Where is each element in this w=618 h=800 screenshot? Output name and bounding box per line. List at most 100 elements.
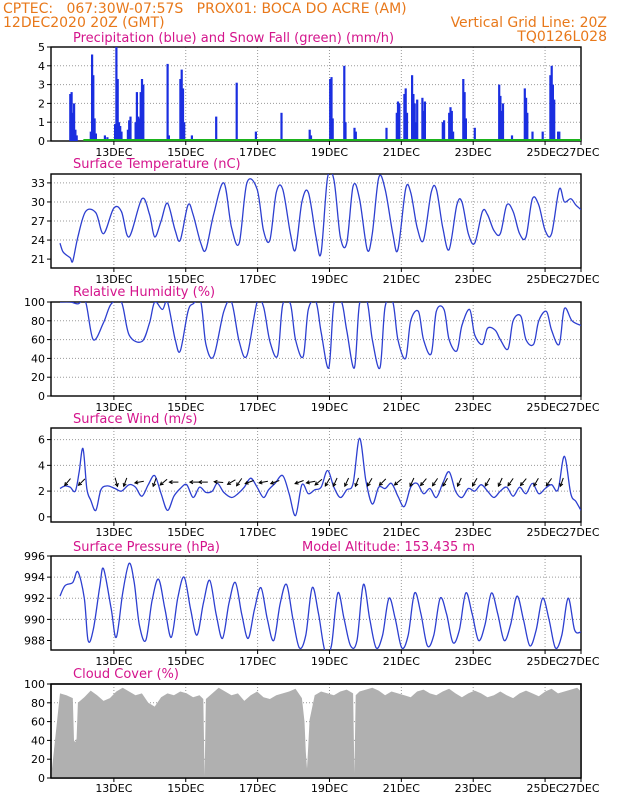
x-tick-label: 25DEC <box>527 655 564 668</box>
precip-bar <box>235 82 238 141</box>
y-tick-label: 3 <box>38 79 45 92</box>
x-tick-label: 27DEC <box>562 273 599 286</box>
x-tick-label: 21DEC <box>383 273 420 286</box>
x-tick-label: 17DEC <box>239 655 276 668</box>
panel-title: Surface Pressure (hPa) <box>73 540 220 555</box>
precip-bar <box>138 118 141 141</box>
precip-bar <box>421 97 424 141</box>
precip-bar <box>385 127 388 141</box>
precip-bar <box>541 131 544 141</box>
precip-bar <box>450 110 453 141</box>
x-tick-label: 21DEC <box>383 401 420 414</box>
x-tick-label: 27DEC <box>562 655 599 668</box>
plot-frame <box>50 173 582 269</box>
precip-bar <box>464 118 467 141</box>
precip-bar <box>75 135 78 141</box>
y-tick-label: 80 <box>31 697 45 710</box>
y-tick-label: 990 <box>24 613 45 626</box>
y-tick-label: 4 <box>38 459 45 472</box>
wind-arrow <box>545 478 553 487</box>
cloud-area <box>51 687 581 778</box>
x-tick-label: 15DEC <box>167 146 204 159</box>
y-tick-label: 6 <box>38 434 45 447</box>
precip-bar <box>443 120 446 141</box>
wind-arrow <box>294 480 304 485</box>
y-tick-label: 0 <box>38 390 45 403</box>
x-tick-label: 17DEC <box>239 146 276 159</box>
wind-line <box>59 437 581 517</box>
wind-arrow <box>484 477 491 487</box>
wind-arrow <box>188 479 199 485</box>
precip-bar <box>117 122 121 141</box>
wind-arrow <box>419 478 427 487</box>
precip-bar <box>120 131 123 141</box>
y-tick-label: 27 <box>31 215 45 228</box>
plot-frame <box>50 427 582 523</box>
precip-bar <box>119 126 122 141</box>
wind-arrow <box>354 477 359 488</box>
y-tick-label: 21 <box>31 253 45 266</box>
precip-bar <box>449 107 452 141</box>
precip-bar <box>74 129 77 141</box>
precip-bar <box>166 63 169 141</box>
x-tick-label: 19DEC <box>311 401 348 414</box>
x-tick-label: 23DEC <box>455 401 492 414</box>
temperature-panel: 21 24 27 30 33 13DEC 15DEC 17DEC 19DEC 21DEC 23DEC… <box>31 157 600 286</box>
y-tick-label: 2 <box>38 97 45 110</box>
precip-bar <box>331 118 334 141</box>
y-tick-label: 1 <box>38 116 45 129</box>
y-tick-label: 20 <box>31 371 45 384</box>
wind-arrow <box>533 477 539 487</box>
x-tick-label: 23DEC <box>455 526 492 539</box>
precip-bar <box>423 101 426 141</box>
y-tick-label: 30 <box>31 196 45 209</box>
precip-bar <box>404 88 407 141</box>
wind-arrow <box>344 477 350 488</box>
wind-arrow <box>159 478 168 486</box>
wind-arrows <box>64 477 564 488</box>
precip-bar <box>179 79 182 141</box>
wind-arrow <box>269 480 280 485</box>
precip-bar <box>330 77 333 141</box>
panel-title: Relative Humidity (%) <box>73 285 215 300</box>
y-tick-label: 40 <box>31 734 45 747</box>
precip-bar <box>140 79 144 141</box>
x-tick-label: 19DEC <box>311 146 348 159</box>
precip-bar <box>422 110 425 141</box>
y-tick-label: 80 <box>31 315 45 328</box>
precip-bar <box>398 103 401 141</box>
precip-bar <box>353 127 356 141</box>
wind-arrow <box>77 478 86 487</box>
precip-bar <box>309 135 313 141</box>
x-tick-label: 15DEC <box>167 655 204 668</box>
x-tick-label: 13DEC <box>95 526 132 539</box>
y-tick-label: 20 <box>31 753 45 766</box>
rh-line <box>60 302 581 370</box>
precip-bars <box>69 47 581 141</box>
wind-arrow <box>507 478 514 487</box>
wind-arrow <box>559 477 564 488</box>
precip-bar <box>395 112 398 141</box>
header-location: CPTEC: 067:30W-07:57S PROX01: BOCA DO AC… <box>3 1 407 17</box>
precip-bar <box>549 75 552 141</box>
precip-bar <box>531 131 534 141</box>
panel-title: Surface Wind (m/s) <box>73 412 197 427</box>
panel-title: Surface Temperature (nC) <box>73 157 241 172</box>
precip-bar <box>499 95 502 141</box>
precip-bar <box>403 94 406 141</box>
wind-arrow <box>431 478 439 487</box>
x-tick-label: 27DEC <box>562 526 599 539</box>
header-grid-line: Vertical Grid Line: 20Z <box>451 15 607 31</box>
cloud-cover-fill <box>51 687 581 778</box>
x-tick-label: 15DEC <box>167 526 204 539</box>
y-tick-label: 0 <box>38 772 45 785</box>
precip-bar <box>452 131 455 141</box>
precip-bar <box>190 135 193 141</box>
precip-bar <box>416 99 419 141</box>
precip-bar <box>89 131 92 141</box>
x-tick-label: 21DEC <box>383 146 420 159</box>
x-tick-label: 19DEC <box>311 782 348 795</box>
precip-bar <box>510 135 514 141</box>
y-tick-label: 988 <box>24 634 45 647</box>
wind-arrow <box>324 477 331 487</box>
